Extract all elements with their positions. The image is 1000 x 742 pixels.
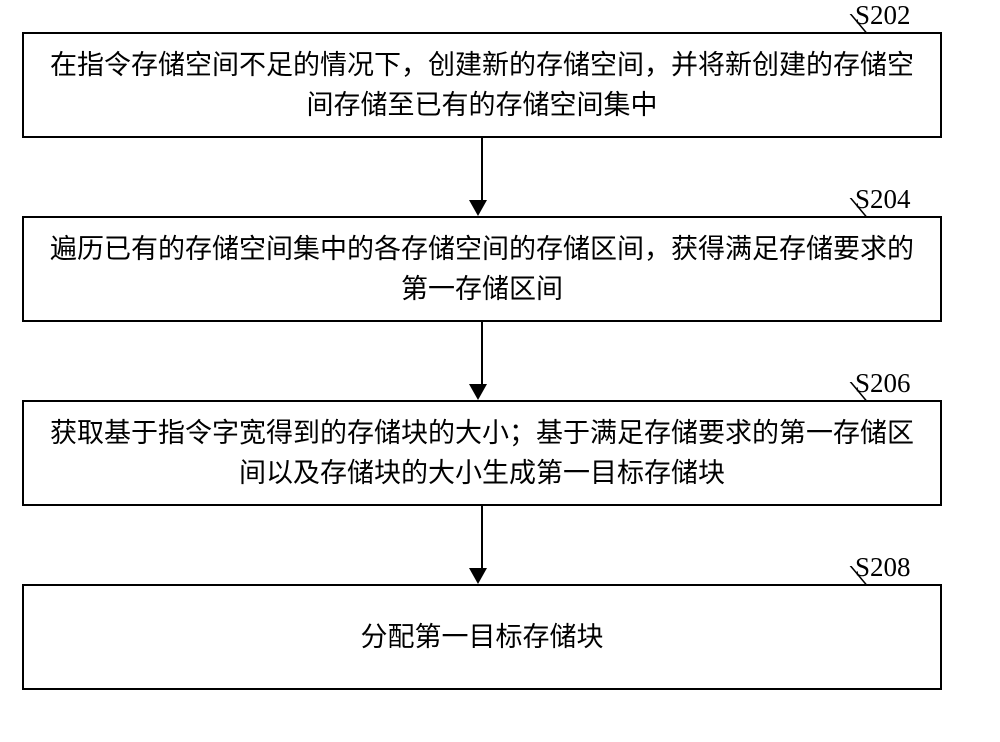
node-text-s204: 遍历已有的存储空间集中的各存储空间的存储区间，获得满足存储要求的第一存储区间: [44, 229, 920, 310]
arrow-s202-s204: [477, 138, 487, 216]
arrow-line: [481, 506, 483, 568]
step-label-s208: S208: [855, 552, 911, 583]
node-text-s202: 在指令存储空间不足的情况下，创建新的存储空间，并将新创建的存储空间存储至已有的存…: [44, 45, 920, 126]
node-s202: 在指令存储空间不足的情况下，创建新的存储空间，并将新创建的存储空间存储至已有的存…: [22, 32, 942, 138]
arrow-head: [469, 200, 487, 216]
arrow-head: [469, 384, 487, 400]
arrow-head: [469, 568, 487, 584]
arrow-s206-s208: [477, 506, 487, 584]
node-text-s206: 获取基于指令字宽得到的存储块的大小；基于满足存储要求的第一存储区间以及存储块的大…: [44, 413, 920, 494]
step-label-s202: S202: [855, 0, 911, 31]
step-label-s206: S206: [855, 368, 911, 399]
node-text-s208: 分配第一目标存储块: [361, 617, 604, 658]
node-s204: 遍历已有的存储空间集中的各存储空间的存储区间，获得满足存储要求的第一存储区间: [22, 216, 942, 322]
node-s206: 获取基于指令字宽得到的存储块的大小；基于满足存储要求的第一存储区间以及存储块的大…: [22, 400, 942, 506]
arrow-line: [481, 322, 483, 384]
arrow-line: [481, 138, 483, 200]
flowchart-container: S202 在指令存储空间不足的情况下，创建新的存储空间，并将新创建的存储空间存储…: [0, 0, 1000, 742]
arrow-s204-s206: [477, 322, 487, 400]
step-label-s204: S204: [855, 184, 911, 215]
node-s208: 分配第一目标存储块: [22, 584, 942, 690]
